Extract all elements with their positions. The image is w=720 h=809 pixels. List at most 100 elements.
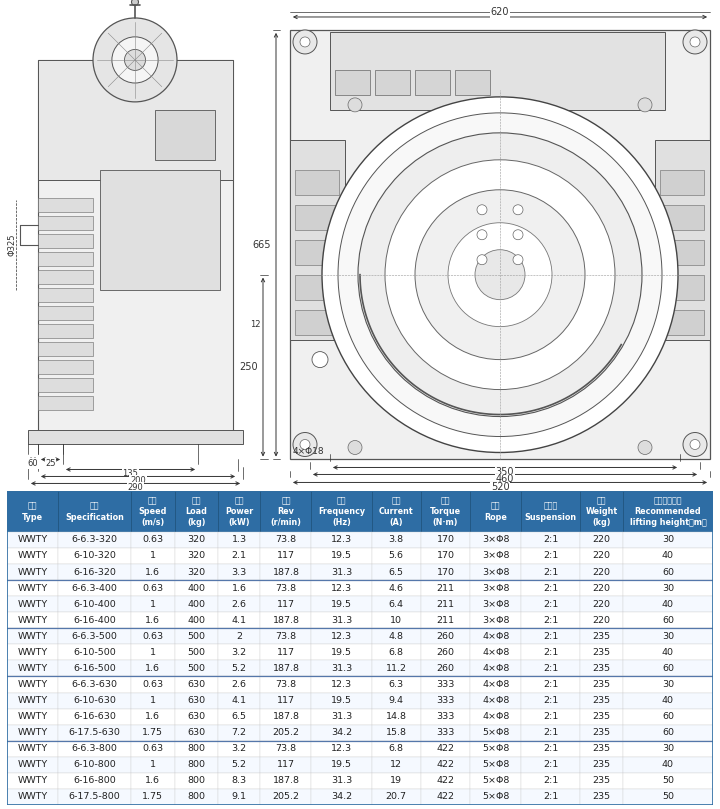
Bar: [521, 564, 580, 580]
Text: 2.6: 2.6: [232, 599, 247, 608]
Bar: [335, 70, 370, 95]
Bar: [38, 60, 233, 434]
Bar: [130, 612, 175, 629]
Text: 260: 260: [436, 664, 454, 673]
Bar: [624, 725, 713, 741]
Bar: [38, 197, 93, 212]
Text: 235: 235: [593, 744, 611, 753]
Bar: [660, 205, 704, 230]
Bar: [58, 789, 130, 805]
Circle shape: [348, 440, 362, 455]
Text: 5×Φ8: 5×Φ8: [482, 760, 509, 769]
Bar: [217, 709, 261, 725]
Text: 功率
Power
(kW): 功率 Power (kW): [225, 496, 253, 527]
Text: 1: 1: [150, 696, 156, 705]
Text: 19.5: 19.5: [331, 599, 352, 608]
Text: 2.1: 2.1: [232, 552, 247, 561]
Text: 30: 30: [662, 583, 674, 593]
Text: 135: 135: [122, 469, 138, 478]
Bar: [372, 596, 421, 612]
Text: WWTY: WWTY: [17, 632, 48, 641]
Bar: [175, 564, 217, 580]
Bar: [372, 773, 421, 789]
Text: 31.3: 31.3: [331, 616, 352, 625]
Bar: [217, 491, 261, 532]
Bar: [58, 660, 130, 676]
Text: 200: 200: [130, 476, 146, 485]
Bar: [175, 548, 217, 564]
Bar: [421, 612, 470, 629]
Text: 6-16-500: 6-16-500: [73, 664, 116, 673]
Circle shape: [348, 98, 362, 112]
Bar: [521, 773, 580, 789]
Text: WWTY: WWTY: [17, 648, 48, 657]
Circle shape: [638, 440, 652, 455]
Text: 4×Φ8: 4×Φ8: [482, 680, 509, 689]
Bar: [290, 140, 345, 340]
Text: 400: 400: [187, 616, 205, 625]
Text: 2:1: 2:1: [543, 777, 559, 786]
Text: 规格
Specification: 规格 Specification: [65, 502, 124, 522]
Text: WWTY: WWTY: [17, 583, 48, 593]
Bar: [38, 252, 93, 265]
Bar: [261, 741, 312, 756]
Bar: [421, 709, 470, 725]
Bar: [312, 532, 372, 548]
Bar: [624, 773, 713, 789]
Text: 4.1: 4.1: [232, 696, 247, 705]
Text: 4×Φ8: 4×Φ8: [482, 712, 509, 721]
Bar: [521, 756, 580, 773]
Bar: [521, 725, 580, 741]
Text: 自重
Weight
(kg): 自重 Weight (kg): [585, 496, 618, 527]
Bar: [217, 725, 261, 741]
Text: 1.75: 1.75: [143, 728, 163, 737]
Bar: [312, 725, 372, 741]
Bar: [217, 693, 261, 709]
Bar: [421, 532, 470, 548]
Bar: [470, 693, 521, 709]
Text: 235: 235: [593, 777, 611, 786]
Bar: [175, 491, 217, 532]
Text: 30: 30: [662, 744, 674, 753]
Text: 3.2: 3.2: [232, 744, 247, 753]
Text: 2:1: 2:1: [543, 760, 559, 769]
Bar: [155, 110, 215, 160]
Text: 6-6.3-630: 6-6.3-630: [71, 680, 117, 689]
Text: 220: 220: [593, 599, 611, 608]
Bar: [312, 548, 372, 564]
Bar: [521, 789, 580, 805]
Bar: [521, 580, 580, 596]
Bar: [261, 660, 312, 676]
Text: 260: 260: [436, 648, 454, 657]
Text: 1: 1: [150, 552, 156, 561]
Text: 3×Φ8: 3×Φ8: [482, 583, 510, 593]
Bar: [38, 359, 93, 374]
Bar: [7, 580, 58, 596]
Bar: [7, 741, 58, 756]
Text: 400: 400: [187, 583, 205, 593]
Text: 12.3: 12.3: [331, 536, 352, 544]
Bar: [372, 532, 421, 548]
Bar: [372, 644, 421, 660]
Text: 60: 60: [662, 616, 674, 625]
Text: 422: 422: [436, 744, 454, 753]
Text: 6.8: 6.8: [389, 744, 404, 753]
Bar: [261, 564, 312, 580]
Bar: [521, 693, 580, 709]
Text: 220: 220: [593, 616, 611, 625]
Text: 333: 333: [436, 696, 455, 705]
Bar: [175, 693, 217, 709]
Circle shape: [293, 433, 317, 456]
Bar: [312, 612, 372, 629]
Circle shape: [683, 433, 707, 456]
Bar: [375, 70, 410, 95]
Text: 60: 60: [662, 712, 674, 721]
Bar: [295, 239, 339, 265]
Bar: [372, 725, 421, 741]
Text: 15.8: 15.8: [386, 728, 407, 737]
Bar: [261, 644, 312, 660]
Text: 235: 235: [593, 793, 611, 802]
Text: 6-6.3-500: 6-6.3-500: [71, 632, 117, 641]
Text: 19.5: 19.5: [331, 760, 352, 769]
Bar: [217, 660, 261, 676]
